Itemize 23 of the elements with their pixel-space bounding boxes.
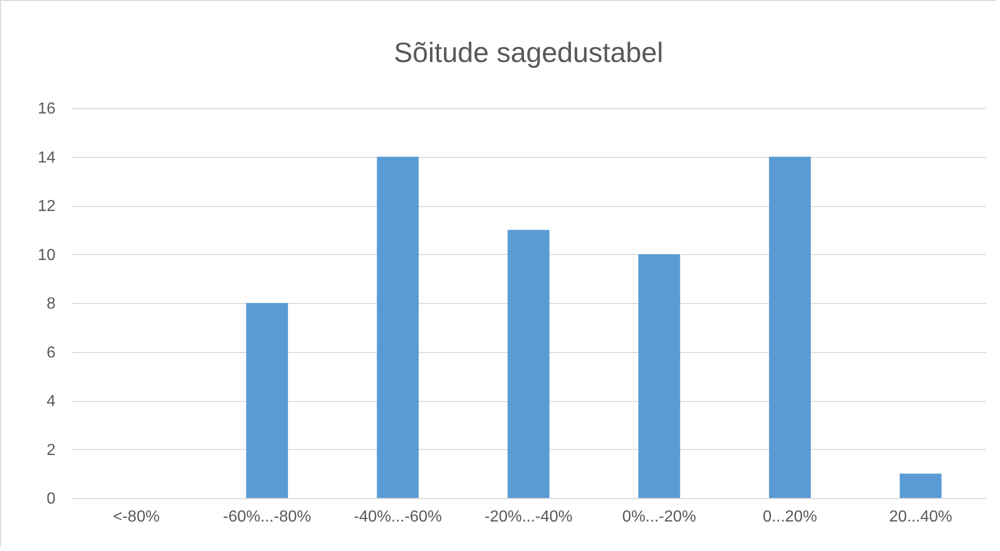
x-tick-label: 0...20% [762, 508, 818, 526]
y-tick-label: 2 [46, 442, 56, 459]
x-tick-label: -40%...-60% [354, 508, 442, 526]
x-tick-label: 20...40% [889, 508, 952, 526]
y-tick-label: 12 [38, 198, 56, 215]
bar [508, 230, 550, 498]
y-tick-label: 10 [38, 246, 56, 264]
bar [376, 156, 419, 498]
y-tick-label: 4 [46, 393, 56, 410]
x-tick-label: <-80% [113, 508, 160, 526]
y-tick-label: 0 [46, 490, 56, 508]
y-tick-label: 14 [38, 149, 56, 166]
bar [246, 303, 288, 498]
x-tick-label: -20%...-40% [484, 508, 573, 526]
chart-title: Sõitude sagedustabel [394, 37, 664, 68]
y-tick-label: 6 [46, 344, 56, 362]
y-tick-label: 8 [46, 296, 56, 312]
x-tick-label: -60%...-80% [223, 508, 312, 526]
y-tick-label: 16 [38, 100, 56, 118]
bar [900, 474, 942, 498]
bar [638, 254, 680, 498]
bar [769, 156, 811, 498]
x-tick-label: 0%...-20% [622, 508, 696, 526]
